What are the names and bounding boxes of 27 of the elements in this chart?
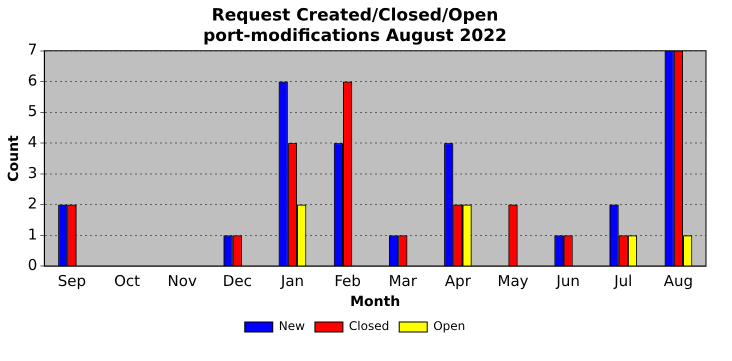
chart-subtitle: port-modifications August 2022 <box>203 26 507 46</box>
x-tick-label: Jun <box>555 272 580 290</box>
legend-label: Closed <box>348 319 390 334</box>
y-tick-label: 4 <box>28 133 38 152</box>
x-tick-label: May <box>498 272 529 290</box>
y-tick-label: 3 <box>28 164 38 182</box>
y-axis-title: Count <box>6 134 22 182</box>
x-tick-label: Sep <box>58 272 86 290</box>
legend-label: Open <box>433 319 466 334</box>
y-tick-label: 2 <box>28 194 38 213</box>
x-tick-label: Oct <box>114 272 140 290</box>
y-tick-label: 7 <box>28 40 38 59</box>
x-tick-label: Mar <box>388 272 418 290</box>
x-tick-label: Aug <box>664 272 694 290</box>
y-tick-label: 0 <box>28 256 38 274</box>
x-tick-label: Apr <box>444 272 472 290</box>
x-axis-title: Month <box>350 294 400 310</box>
x-tick-label: Dec <box>222 272 252 290</box>
x-tick-label: Jul <box>613 272 632 290</box>
y-tick-label: 1 <box>28 225 38 244</box>
chart-title: Request Created/Closed/Open <box>212 6 498 26</box>
y-tick-label: 5 <box>28 102 38 120</box>
x-tick-label: Feb <box>334 272 361 290</box>
x-tick-label: Jan <box>280 272 304 290</box>
y-tick-label: 6 <box>28 71 38 90</box>
legend-label: New <box>278 319 306 334</box>
x-tick-label: Nov <box>168 272 197 290</box>
